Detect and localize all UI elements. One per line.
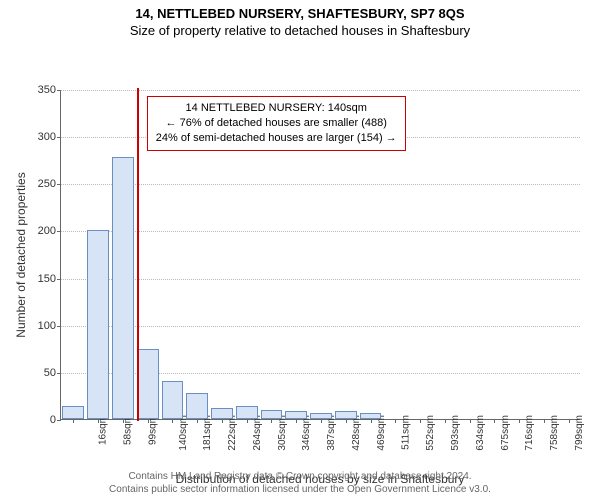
x-tick-label: 716sqm [524,415,535,451]
gridline [61,184,580,185]
x-tick-mark [222,419,223,423]
x-tick-label: 552sqm [425,415,436,451]
x-tick-mark [346,419,347,423]
x-tick-label: 469sqm [376,415,387,451]
y-tick-mark [57,137,61,138]
x-tick-mark [569,419,570,423]
histogram-bar [211,408,233,419]
x-tick-mark [172,419,173,423]
x-tick-mark [371,419,372,423]
x-tick-label: 799sqm [574,415,585,451]
x-tick-mark [73,419,74,423]
x-tick-label: 305sqm [277,415,288,451]
x-tick-mark [420,419,421,423]
y-tick-mark [57,279,61,280]
x-tick-label: 99sqm [147,415,158,445]
gridline [61,279,580,280]
footer-attribution: Contains HM Land Registry data © Crown c… [0,470,600,496]
y-axis-label: Number of detached properties [14,172,28,337]
x-tick-label: 16sqm [98,415,109,445]
x-tick-mark [494,419,495,423]
y-tick-mark [57,420,61,421]
x-tick-label: 387sqm [326,415,337,451]
x-tick-label: 511sqm [400,415,411,450]
x-tick-mark [519,419,520,423]
x-tick-label: 675sqm [500,415,511,451]
x-tick-label: 346sqm [302,415,313,451]
x-tick-label: 222sqm [227,415,238,451]
x-tick-mark [98,419,99,423]
x-tick-mark [544,419,545,423]
histogram-bar [236,406,258,419]
histogram-bar [335,411,357,419]
x-tick-mark [148,419,149,423]
x-tick-label: 428sqm [351,415,362,451]
x-tick-mark [445,419,446,423]
footer-line-1: Contains HM Land Registry data © Crown c… [0,470,600,483]
histogram-bar [261,410,283,419]
y-tick-mark [57,184,61,185]
x-tick-label: 140sqm [178,415,189,451]
reference-line [137,88,139,421]
y-tick-mark [57,231,61,232]
histogram-bar [162,381,184,419]
x-tick-mark [271,419,272,423]
histogram-bar [186,393,208,419]
histogram-bar [137,349,159,419]
annotation-line-3: 24% of semi-detached houses are larger (… [156,131,397,146]
x-tick-mark [321,419,322,423]
chart-title-address: 14, NETTLEBED NURSERY, SHAFTESBURY, SP7 … [0,0,600,21]
x-tick-mark [470,419,471,423]
histogram-bar [87,230,109,419]
gridline [61,90,580,91]
gridline [61,231,580,232]
gridline [61,326,580,327]
x-tick-label: 758sqm [549,415,560,451]
x-tick-mark [123,419,124,423]
histogram-bar [62,406,84,419]
x-tick-label: 593sqm [450,415,461,451]
annotation-box: 14 NETTLEBED NURSERY: 140sqm ← 76% of de… [147,96,406,151]
x-tick-mark [247,419,248,423]
footer-line-2: Contains public sector information licen… [0,483,600,496]
y-tick-mark [57,373,61,374]
x-tick-label: 634sqm [475,415,486,451]
x-tick-mark [395,419,396,423]
chart-title-desc: Size of property relative to detached ho… [0,21,600,42]
x-tick-mark [296,419,297,423]
plot-area: 14 NETTLEBED NURSERY: 140sqm ← 76% of de… [60,90,580,420]
histogram-bar [112,157,134,419]
x-tick-label: 264sqm [252,415,263,451]
x-tick-label: 181sqm [203,415,214,451]
y-tick-mark [57,90,61,91]
x-tick-label: 58sqm [123,415,134,445]
annotation-line-1: 14 NETTLEBED NURSERY: 140sqm [156,101,397,116]
annotation-line-2: ← 76% of detached houses are smaller (48… [156,116,397,131]
x-tick-mark [197,419,198,423]
y-tick-mark [57,326,61,327]
histogram-bar [285,411,307,419]
